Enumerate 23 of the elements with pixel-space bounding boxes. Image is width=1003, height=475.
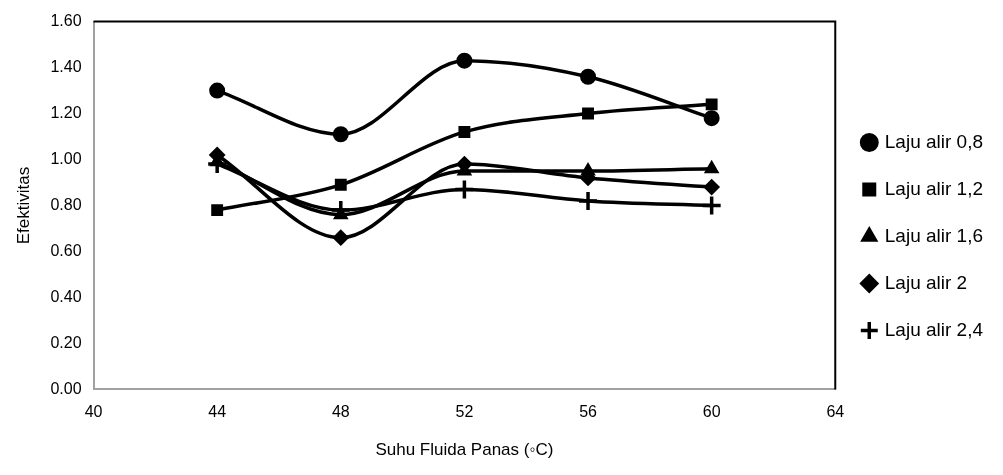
x-tick-label: 64 bbox=[826, 403, 845, 421]
x-tick-label: 56 bbox=[579, 403, 598, 421]
legend-label: Laju alir 1,2 bbox=[884, 177, 984, 199]
y-tick-label: 0.60 bbox=[50, 241, 82, 259]
x-tick-label: 48 bbox=[331, 403, 350, 421]
y-tick-label: 0.20 bbox=[50, 333, 82, 351]
x-tick-label: 52 bbox=[455, 403, 474, 421]
y-axis-title: Efektivitas bbox=[13, 166, 33, 245]
y-tick-label: 1.60 bbox=[50, 12, 82, 30]
legend-label: Laju alir 2 bbox=[884, 271, 968, 293]
legend-label: Laju alir 1,6 bbox=[884, 224, 984, 246]
y-tick-label: 0.00 bbox=[50, 379, 82, 397]
y-tick-label: 0.80 bbox=[50, 195, 82, 213]
legend-label: Laju alir 0,8 bbox=[884, 130, 984, 152]
y-tick-label: 0.40 bbox=[50, 287, 82, 305]
y-tick-label: 1.40 bbox=[50, 57, 82, 75]
x-tick-label: 60 bbox=[702, 403, 721, 421]
y-tick-label: 1.20 bbox=[50, 103, 82, 121]
legend-label: Laju alir 2,4 bbox=[884, 318, 984, 340]
x-axis-title: Suhu Fluida Panas (◦C) bbox=[375, 440, 554, 460]
x-tick-label: 40 bbox=[84, 403, 103, 421]
x-tick-label: 44 bbox=[208, 403, 227, 421]
y-tick-label: 1.00 bbox=[50, 149, 82, 167]
